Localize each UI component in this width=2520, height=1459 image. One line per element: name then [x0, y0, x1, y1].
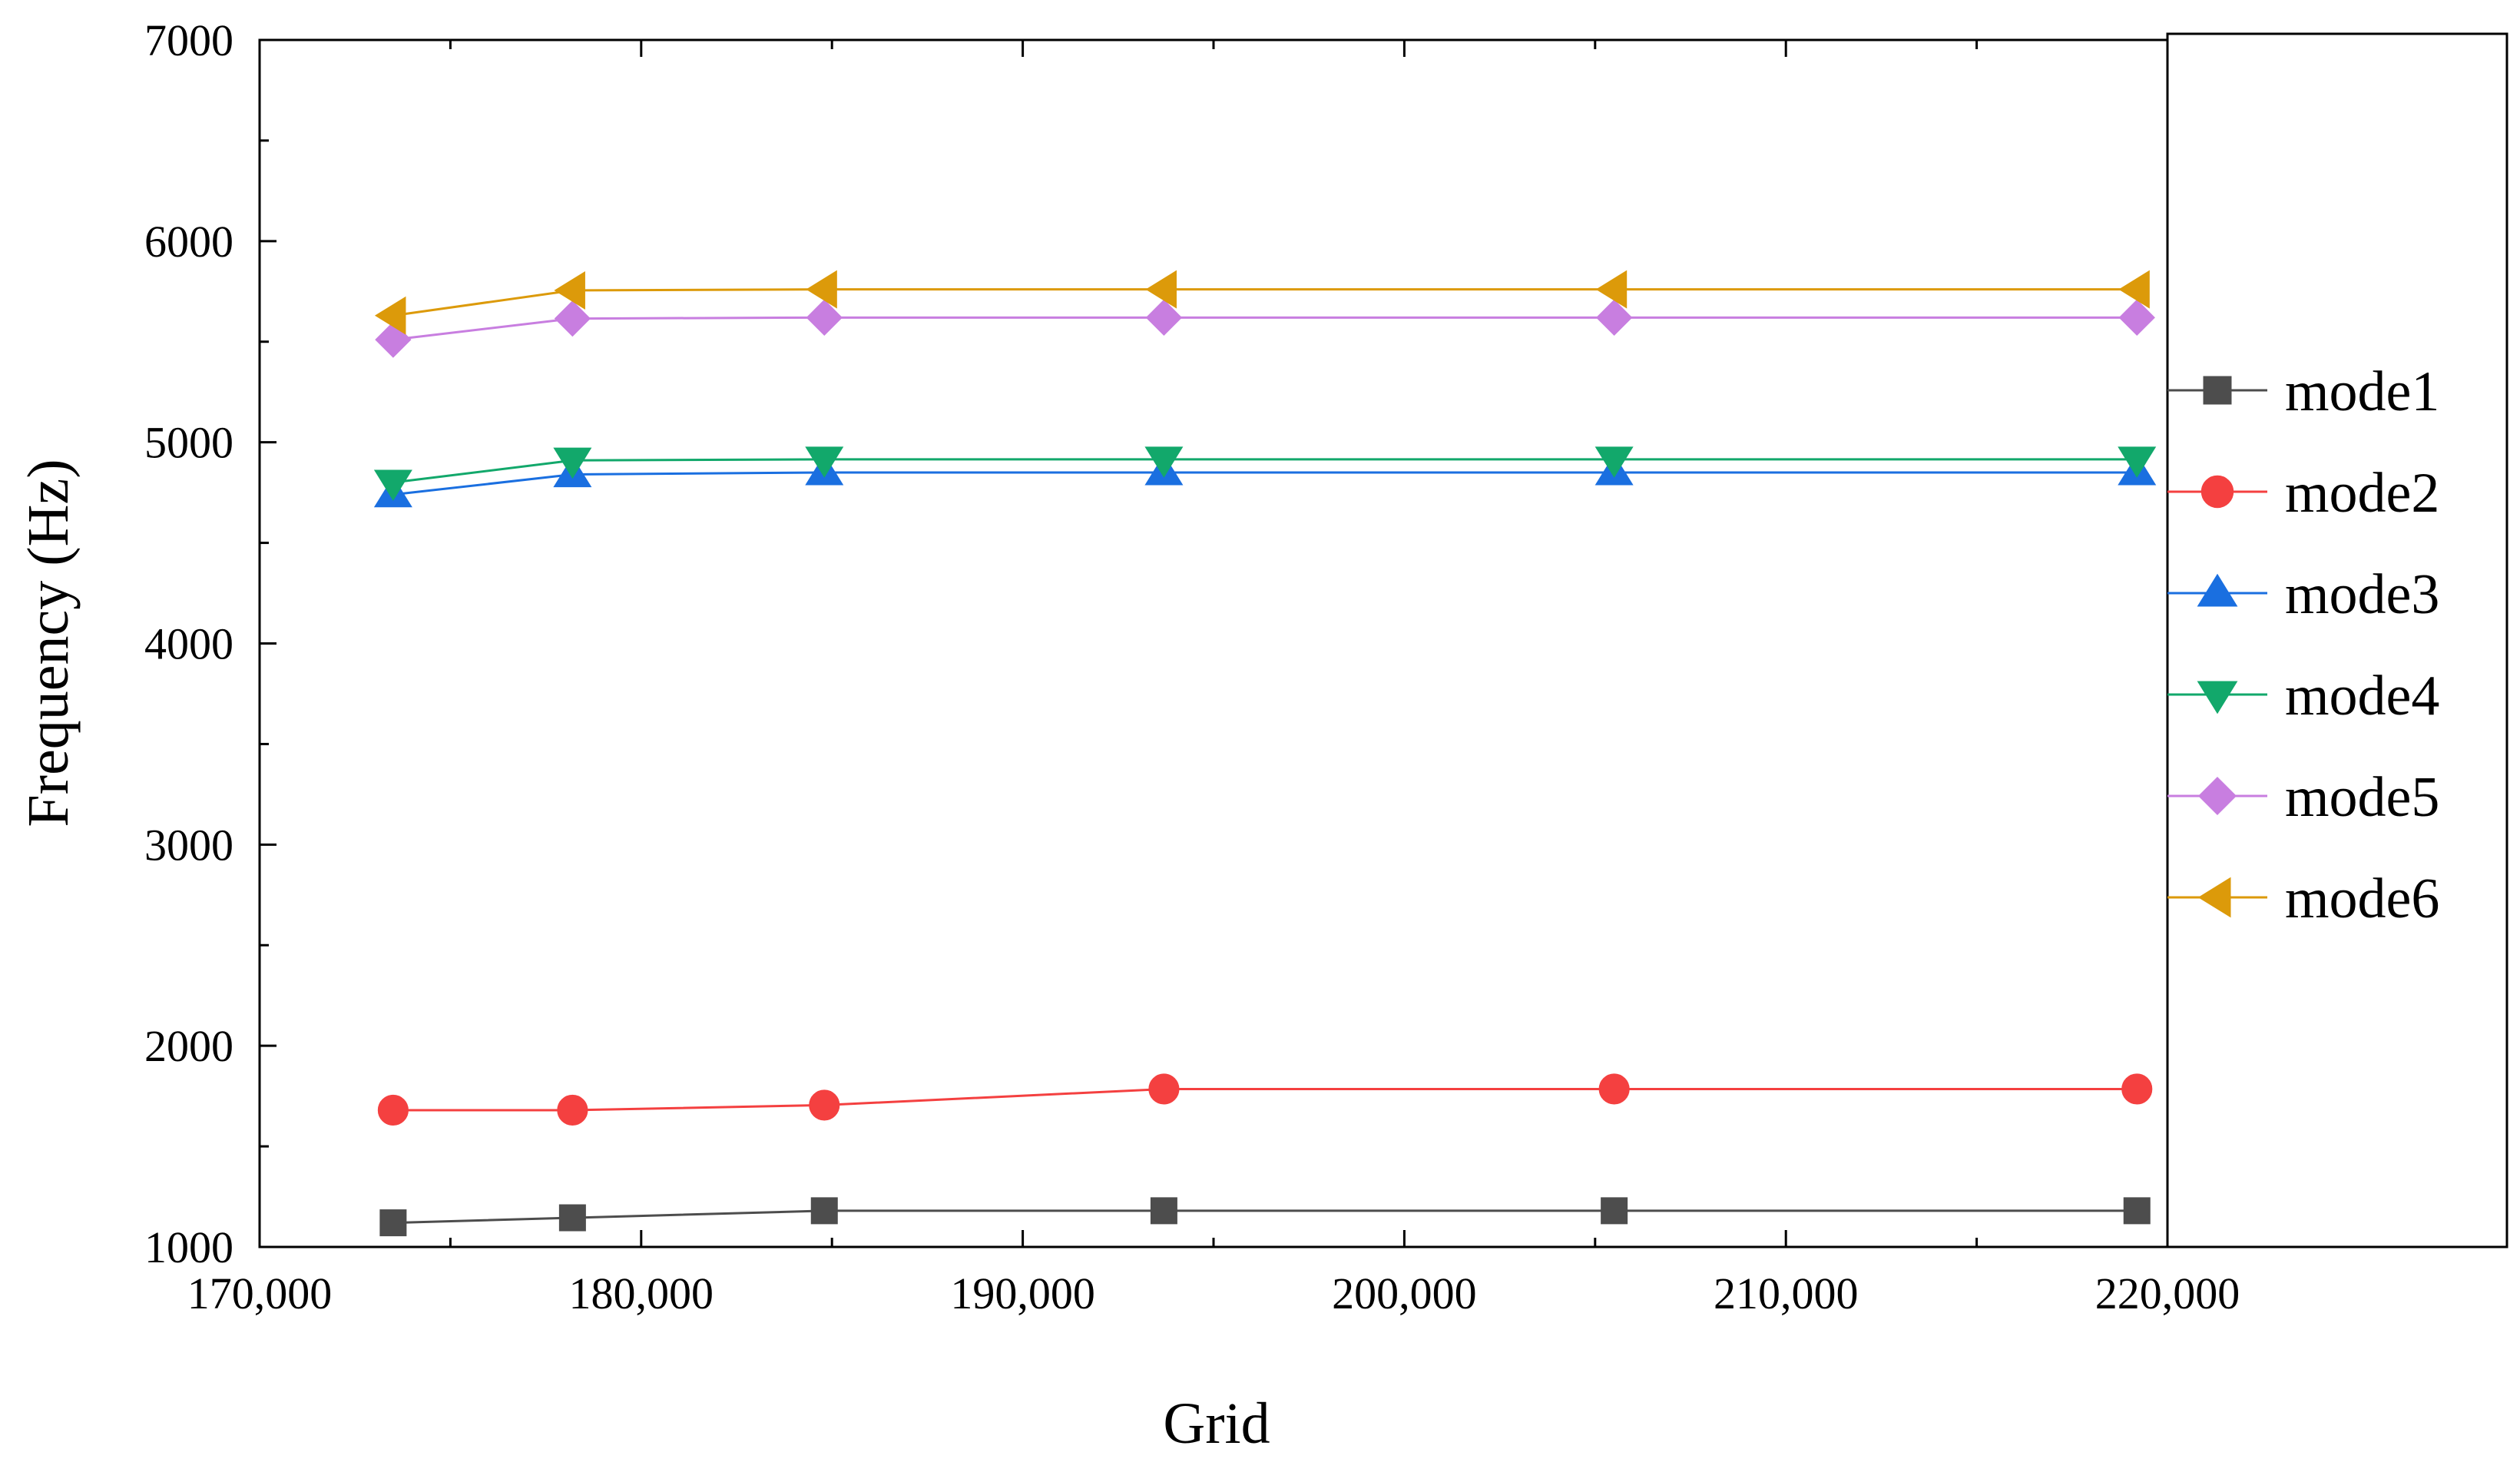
series-line-mode6 [392, 288, 2138, 317]
data-point-mode4 [1144, 446, 1184, 478]
data-point-mode6 [374, 296, 406, 335]
data-point-mode2 [809, 1089, 840, 1121]
legend-marker-mode2 [2200, 475, 2234, 509]
legend-item-mode1: mode1 [2167, 360, 2439, 423]
x-tick-label: 190,000 [950, 1268, 1095, 1318]
y-tick-label: 7000 [144, 15, 233, 65]
legend-marker-mode1 [2203, 376, 2232, 405]
series-line-mode4 [392, 458, 2138, 484]
legend: mode1 mode2 mode3 mode4 mode5 mode6 [2167, 360, 2439, 930]
data-point-mode1 [1150, 1197, 1177, 1225]
legend-label-mode3: mode3 [2285, 563, 2439, 626]
series-mode3 [373, 454, 2157, 508]
series-line-mode2 [392, 1087, 2138, 1112]
series-line-mode1 [392, 1209, 2138, 1225]
legend-marker-mode4 [2197, 681, 2238, 715]
legend-label-mode6: mode6 [2285, 867, 2439, 930]
series-mode4 [373, 446, 2157, 501]
y-tick-label: 5000 [144, 418, 233, 468]
data-point-mode1 [1601, 1197, 1628, 1225]
data-point-mode4 [373, 469, 412, 501]
x-tick-label: 200,000 [1332, 1268, 1477, 1318]
data-point-mode2 [1148, 1073, 1180, 1105]
x-tick-label: 170,000 [187, 1268, 333, 1318]
legend-label-mode1: mode1 [2285, 360, 2439, 423]
data-point-mode6 [1145, 270, 1177, 309]
legend-label-mode5: mode5 [2285, 766, 2439, 829]
legend-item-mode3: mode3 [2167, 563, 2439, 626]
data-point-mode4 [805, 446, 844, 478]
series-mode1 [379, 1197, 2151, 1237]
data-point-mode5 [1595, 299, 1633, 336]
data-point-mode4 [553, 447, 592, 479]
y-axis-title: Frequency (Hz) [16, 459, 81, 827]
data-point-mode1 [2123, 1197, 2151, 1225]
data-point-mode6 [1595, 270, 1628, 309]
data-point-mode4 [1594, 446, 1634, 478]
legend-frame [2166, 32, 2508, 1248]
x-axis-title: Grid [1163, 1391, 1270, 1456]
data-point-mode6 [554, 270, 585, 310]
legend-marker-mode6 [2197, 877, 2231, 918]
x-tick-label: 220,000 [2095, 1268, 2240, 1318]
legend-label-mode2: mode2 [2285, 462, 2439, 525]
legend-marker-mode5 [2197, 776, 2237, 816]
plot-series [373, 270, 2157, 1237]
legend-item-mode4: mode4 [2167, 665, 2439, 728]
data-point-mode4 [2118, 446, 2157, 478]
data-point-mode5 [554, 300, 591, 337]
x-tick-label: 210,000 [1714, 1268, 1859, 1318]
legend-item-mode2: mode2 [2167, 462, 2439, 525]
y-tick-label: 1000 [144, 1222, 233, 1272]
data-point-mode1 [379, 1209, 407, 1237]
plot-frame [258, 38, 2169, 1248]
x-tick-label: 180,000 [569, 1268, 714, 1318]
series-line-mode3 [392, 471, 2138, 496]
data-point-mode2 [557, 1094, 588, 1126]
y-tick-label: 6000 [144, 217, 233, 267]
data-point-mode6 [2118, 270, 2150, 309]
data-point-mode2 [377, 1094, 409, 1126]
series-line-mode5 [392, 316, 2138, 341]
data-point-mode5 [2118, 299, 2155, 336]
legend-item-mode6: mode6 [2167, 867, 2439, 930]
data-point-mode1 [558, 1204, 586, 1232]
legend-label-mode4: mode4 [2285, 665, 2439, 728]
series-mode5 [375, 299, 2155, 358]
data-point-mode5 [806, 299, 843, 336]
axes: 170,000 180,000 190,000 200,000 210,000 220,0… [144, 15, 2508, 1318]
data-point-mode2 [1598, 1073, 1630, 1105]
legend-marker-mode3 [2197, 573, 2238, 607]
y-tick-label: 2000 [144, 1021, 233, 1071]
data-point-mode1 [810, 1197, 838, 1225]
y-tick-label: 3000 [144, 820, 233, 870]
data-point-mode6 [806, 270, 837, 309]
data-point-mode2 [2121, 1073, 2153, 1105]
series-mode2 [377, 1073, 2153, 1126]
legend-item-mode5: mode5 [2167, 766, 2439, 829]
data-point-mode5 [1145, 299, 1183, 336]
series-mode6 [374, 270, 2150, 335]
y-tick-label: 4000 [144, 619, 233, 669]
